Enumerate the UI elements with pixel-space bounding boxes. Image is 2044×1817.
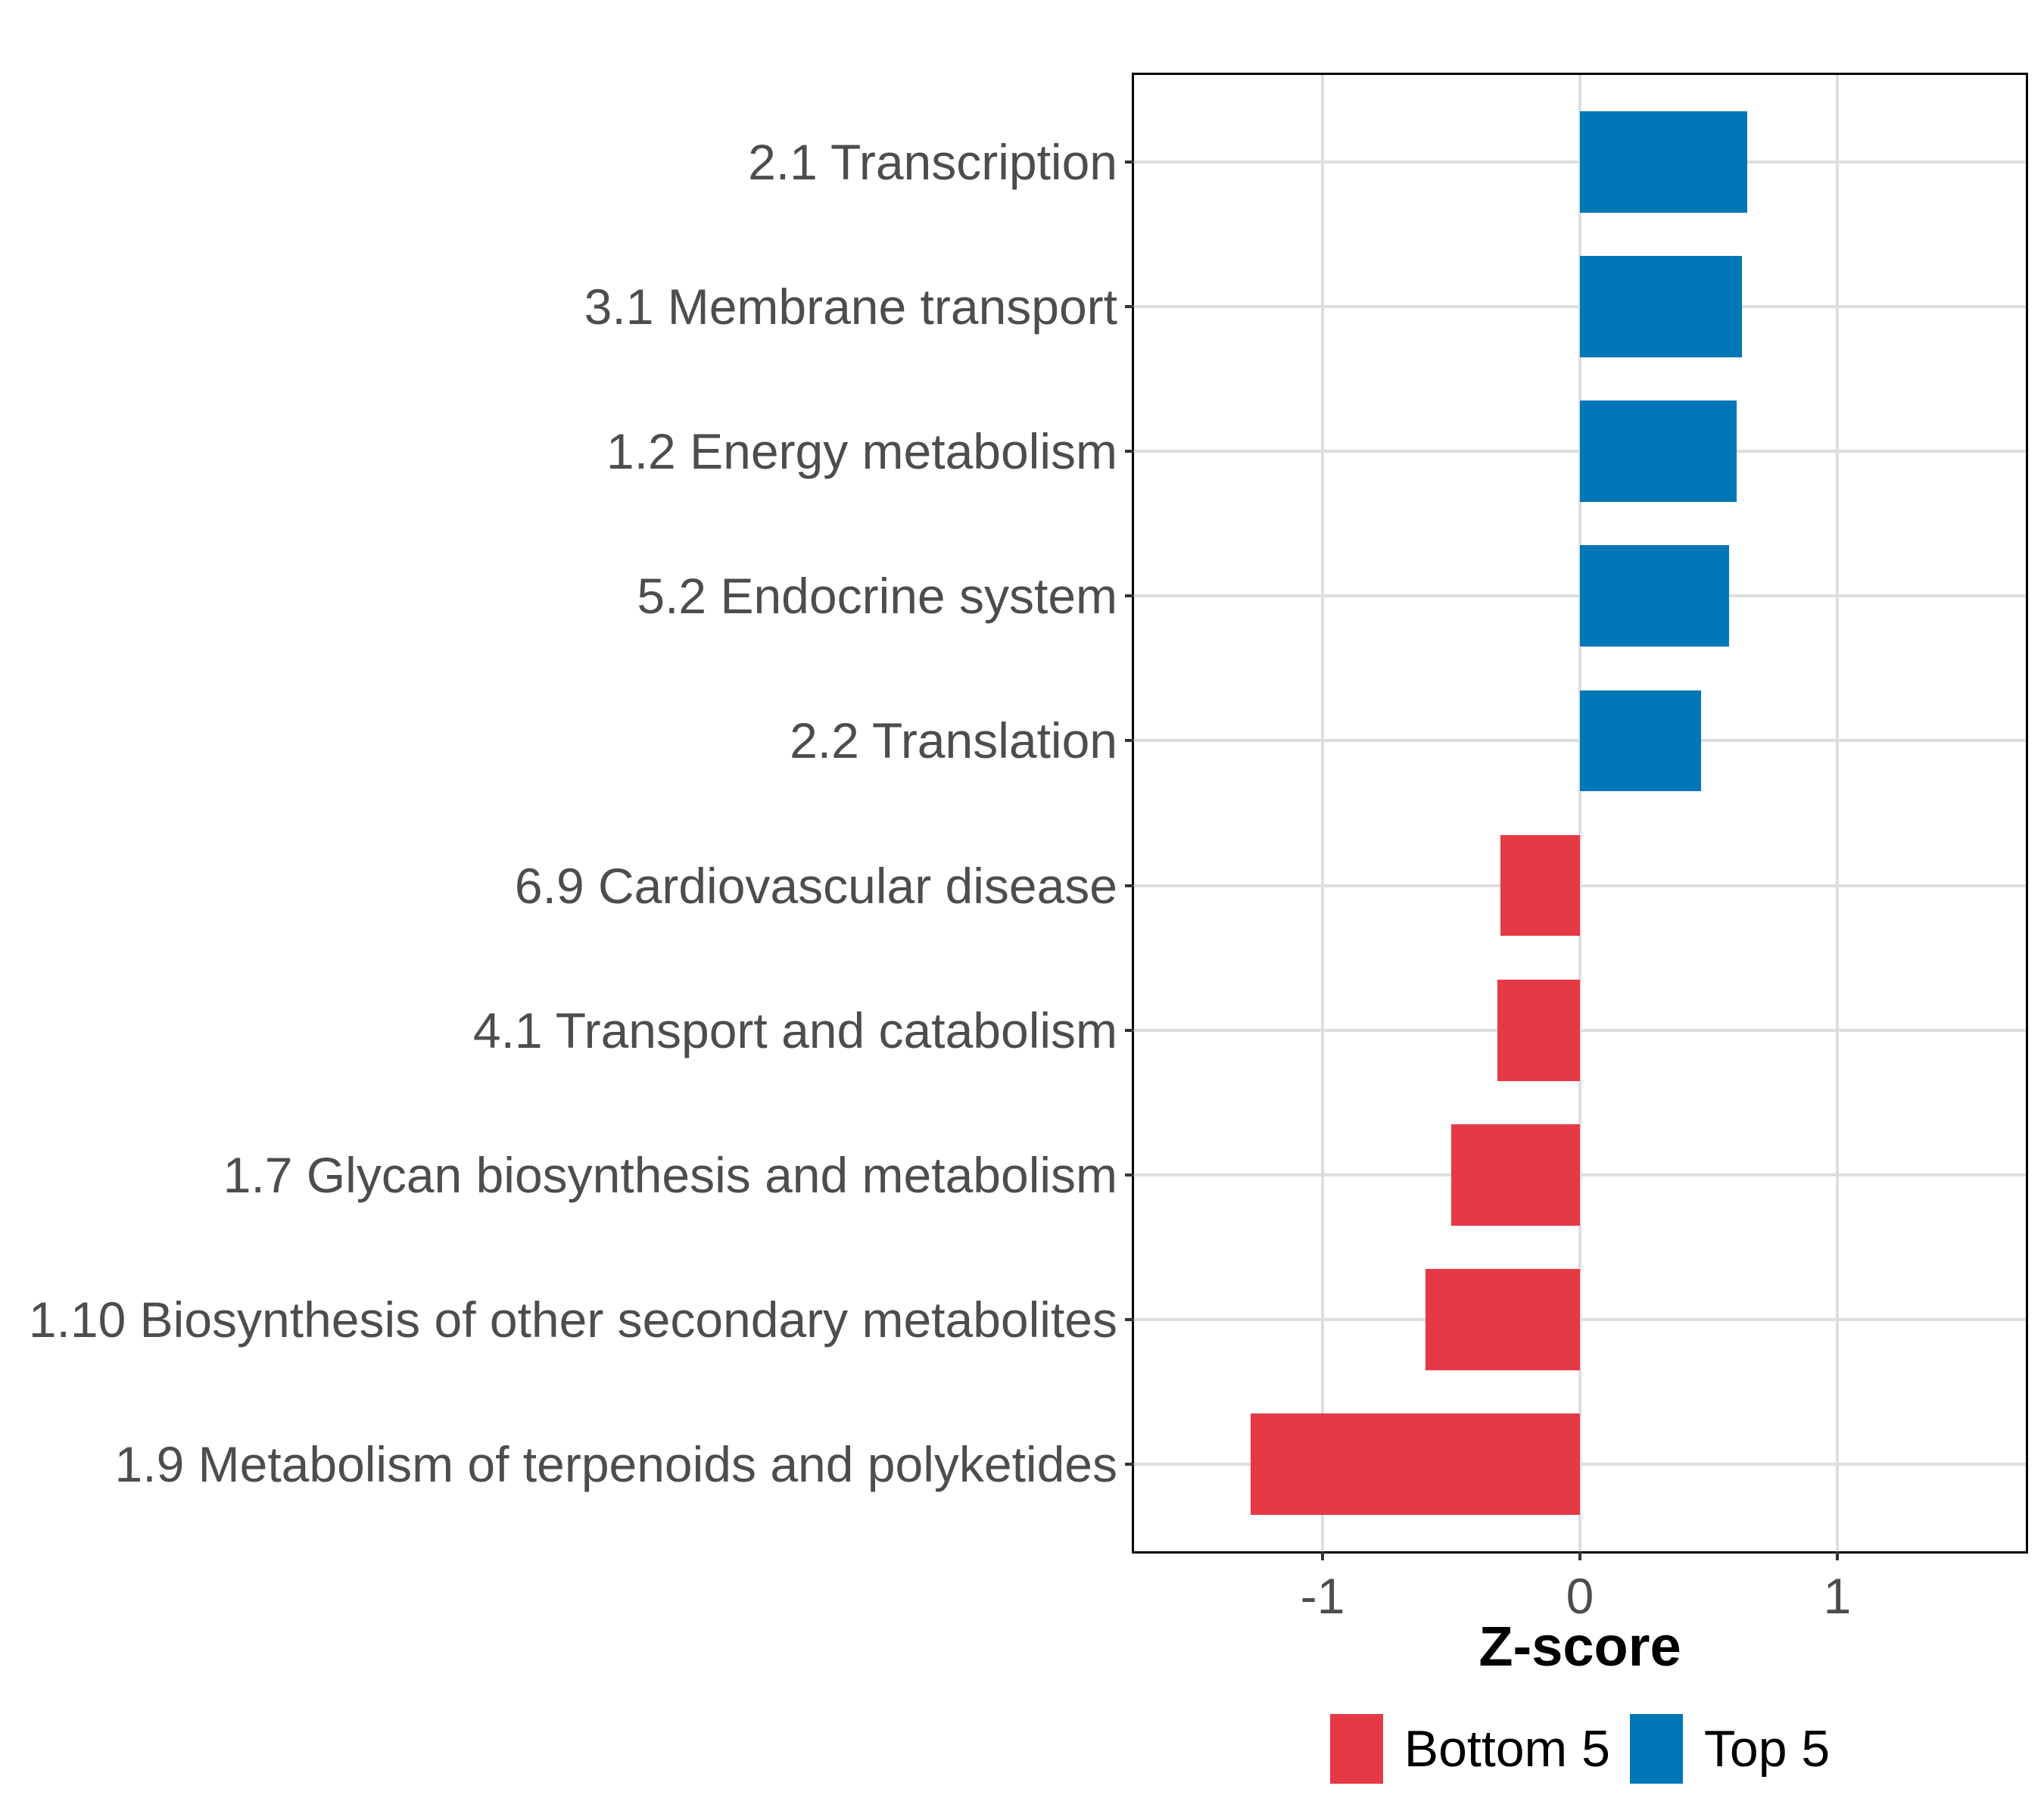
y-tick-mark: [1125, 304, 1134, 308]
category-label: 2.2 Translation: [790, 712, 1117, 769]
category-label: 1.7 Glycan biosynthesis and metabolism: [223, 1146, 1117, 1203]
y-tick-mark: [1125, 1318, 1134, 1322]
x-gridline: [1321, 75, 1324, 1551]
category-label: 5.2 Endocrine system: [637, 568, 1117, 625]
y-tick-mark: [1125, 160, 1134, 164]
bar-positive: [1580, 400, 1737, 502]
category-label: 3.1 Membrane transport: [584, 278, 1117, 335]
bar-positive: [1580, 545, 1730, 647]
y-tick-mark: [1125, 1173, 1134, 1177]
y-tick-mark: [1125, 450, 1134, 453]
x-tick-mark: [1321, 1551, 1324, 1560]
y-tick-mark: [1125, 1463, 1134, 1466]
y-tick-mark: [1125, 884, 1134, 887]
bar-negative: [1250, 1413, 1580, 1516]
bar-positive: [1580, 690, 1701, 792]
x-tick-label: 0: [1566, 1568, 1594, 1624]
y-gridline: [1134, 1173, 2026, 1177]
x-tick-label: 1: [1823, 1568, 1852, 1624]
legend-swatch-top5: [1629, 1714, 1683, 1784]
bar-negative: [1451, 1124, 1580, 1226]
x-axis-title: Z-score: [1478, 1615, 1681, 1678]
y-gridline: [1134, 884, 2026, 887]
bar-positive: [1580, 111, 1747, 213]
y-gridline: [1134, 1028, 2026, 1032]
y-tick-mark: [1125, 594, 1134, 598]
category-label: 6.9 Cardiovascular disease: [514, 857, 1117, 914]
x-gridline: [1836, 75, 1839, 1551]
y-tick-mark: [1125, 1028, 1134, 1032]
y-gridline: [1134, 1463, 2026, 1466]
bar-positive: [1580, 255, 1743, 357]
x-tick-label: -1: [1300, 1568, 1345, 1624]
category-label: 1.9 Metabolism of terpenoids and polyket…: [114, 1436, 1117, 1493]
category-label: 2.1 Transcription: [748, 133, 1117, 190]
x-gridline: [1578, 75, 1581, 1551]
x-tick-mark: [1836, 1551, 1839, 1560]
y-gridline: [1134, 1318, 2026, 1322]
category-label: 1.10 Biosynthesis of other secondary met…: [28, 1292, 1117, 1348]
category-label: 4.1 Transport and catabolism: [472, 1002, 1117, 1058]
bar-negative: [1426, 1269, 1580, 1371]
legend: Bottom 5 Top 5: [1134, 1714, 2026, 1784]
legend-item: Bottom 5: [1329, 1714, 1610, 1784]
legend-label: Bottom 5: [1404, 1720, 1610, 1778]
x-tick-mark: [1578, 1551, 1581, 1560]
y-tick-mark: [1125, 739, 1134, 743]
category-label: 1.2 Energy metabolism: [606, 423, 1117, 480]
legend-label: Top 5: [1703, 1720, 1831, 1778]
bar-negative: [1497, 979, 1580, 1081]
bar-negative: [1500, 834, 1580, 937]
legend-swatch-bottom5: [1329, 1714, 1383, 1784]
legend-item: Top 5: [1629, 1714, 1831, 1784]
